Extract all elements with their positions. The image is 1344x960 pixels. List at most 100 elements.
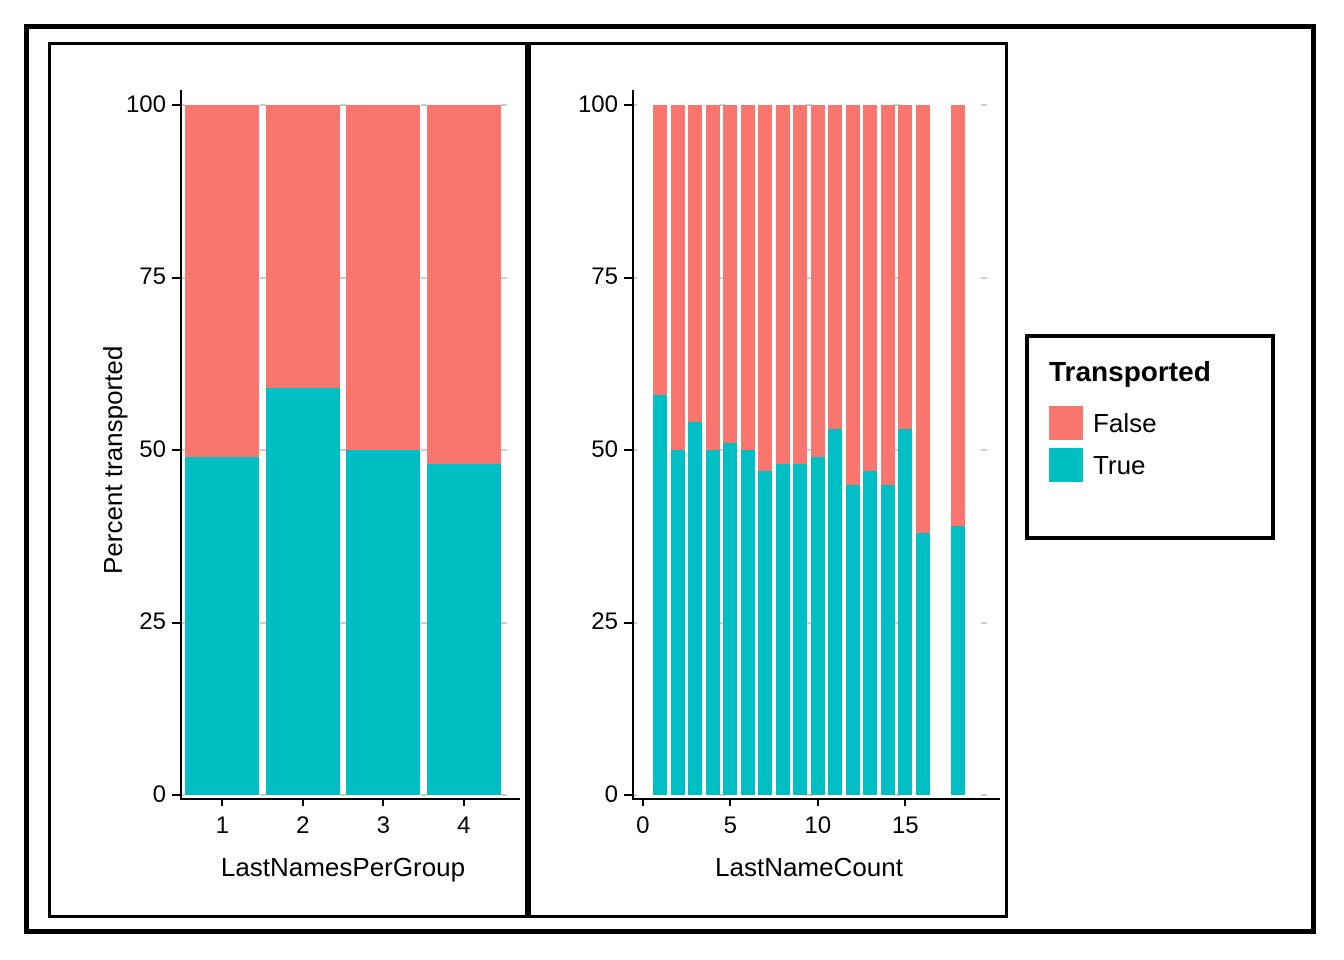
gridline [260,449,266,451]
bar-segment-true [741,450,755,795]
bar-segment-false [653,105,667,395]
legend-item: False [1049,406,1251,440]
bar-segment-false [951,105,965,526]
gridline [260,277,266,279]
y-tick-label: 50 [591,436,618,464]
y-tick [172,622,180,624]
bar-segment-true [881,485,895,796]
gridline [340,622,346,624]
gridline [340,104,346,106]
legend-swatch [1049,448,1083,482]
legend: Transported False True [1025,334,1275,540]
bar [881,105,895,795]
figure: 02550751001234LastNamesPerGroupPercent t… [20,20,1320,938]
x-tick-label: 10 [798,812,838,840]
x-tick [729,798,731,806]
x-tick-label: 5 [710,812,750,840]
bar [653,105,667,795]
bar-segment-true [758,471,772,795]
bar-segment-true [811,457,825,795]
bar-segment-false [741,105,755,450]
bar [898,105,912,795]
bar [706,105,720,795]
bar-segment-false [758,105,772,471]
bar [688,105,702,795]
bar-segment-false [346,105,420,450]
bar-segment-true [346,450,420,795]
y-tick [624,794,632,796]
legend-item: True [1049,448,1251,482]
plot-area-right [634,105,984,795]
bar-segment-false [671,105,685,450]
bar-segment-false [185,105,259,457]
bar-segment-true [863,471,877,795]
bar-segment-false [723,105,737,443]
y-tick [624,104,632,106]
gridline [981,449,987,451]
gridline [421,449,427,451]
bar [346,105,420,795]
bar-segment-true [653,395,667,795]
x-tick [302,798,304,806]
gridline [340,794,346,796]
bar-segment-true [846,485,860,796]
bar [863,105,877,795]
bar-segment-true [723,443,737,795]
bar-segment-false [427,105,501,464]
bar-segment-false [776,105,790,464]
y-tick [172,104,180,106]
y-tick [624,277,632,279]
bar-segment-true [266,388,340,795]
bar [846,105,860,795]
bar-segment-true [671,450,685,795]
y-tick [172,794,180,796]
bar-segment-false [688,105,702,422]
y-tick-label: 0 [153,781,166,809]
bar-segment-true [185,457,259,795]
gridline [421,277,427,279]
y-tick-label: 25 [139,608,166,636]
gridline [340,277,346,279]
gridline [501,449,507,451]
bar-segment-false [881,105,895,485]
bar-segment-false [846,105,860,485]
bar [671,105,685,795]
bar [723,105,737,795]
x-tick [817,798,819,806]
y-tick-label: 0 [605,781,618,809]
bar-segment-false [828,105,842,429]
bar-segment-false [793,105,807,464]
x-axis-line [180,798,520,800]
legend-title: Transported [1049,356,1251,388]
gridline [981,794,987,796]
bar [758,105,772,795]
legend-label: False [1093,408,1157,439]
x-tick-label: 2 [283,812,323,840]
gridline [981,104,987,106]
y-tick-label: 25 [591,608,618,636]
y-axis-line [632,90,634,800]
bar-segment-true [427,464,501,795]
bar [828,105,842,795]
gridline [501,277,507,279]
legend-label: True [1093,450,1146,481]
x-tick-label: 0 [623,812,663,840]
bar [185,105,259,795]
gridline [260,622,266,624]
x-tick [221,798,223,806]
x-tick [463,798,465,806]
x-tick-label: 3 [363,812,403,840]
y-tick-label: 100 [578,91,618,119]
bar-segment-false [266,105,340,388]
y-axis-line [180,90,182,800]
gridline [501,622,507,624]
x-tick [382,798,384,806]
y-tick-label: 100 [126,91,166,119]
y-tick [172,277,180,279]
bar-segment-true [776,464,790,795]
bar-segment-true [916,533,930,795]
bar-segment-true [898,429,912,795]
bar-segment-false [706,105,720,450]
x-tick-label: 1 [202,812,242,840]
gridline [260,794,266,796]
